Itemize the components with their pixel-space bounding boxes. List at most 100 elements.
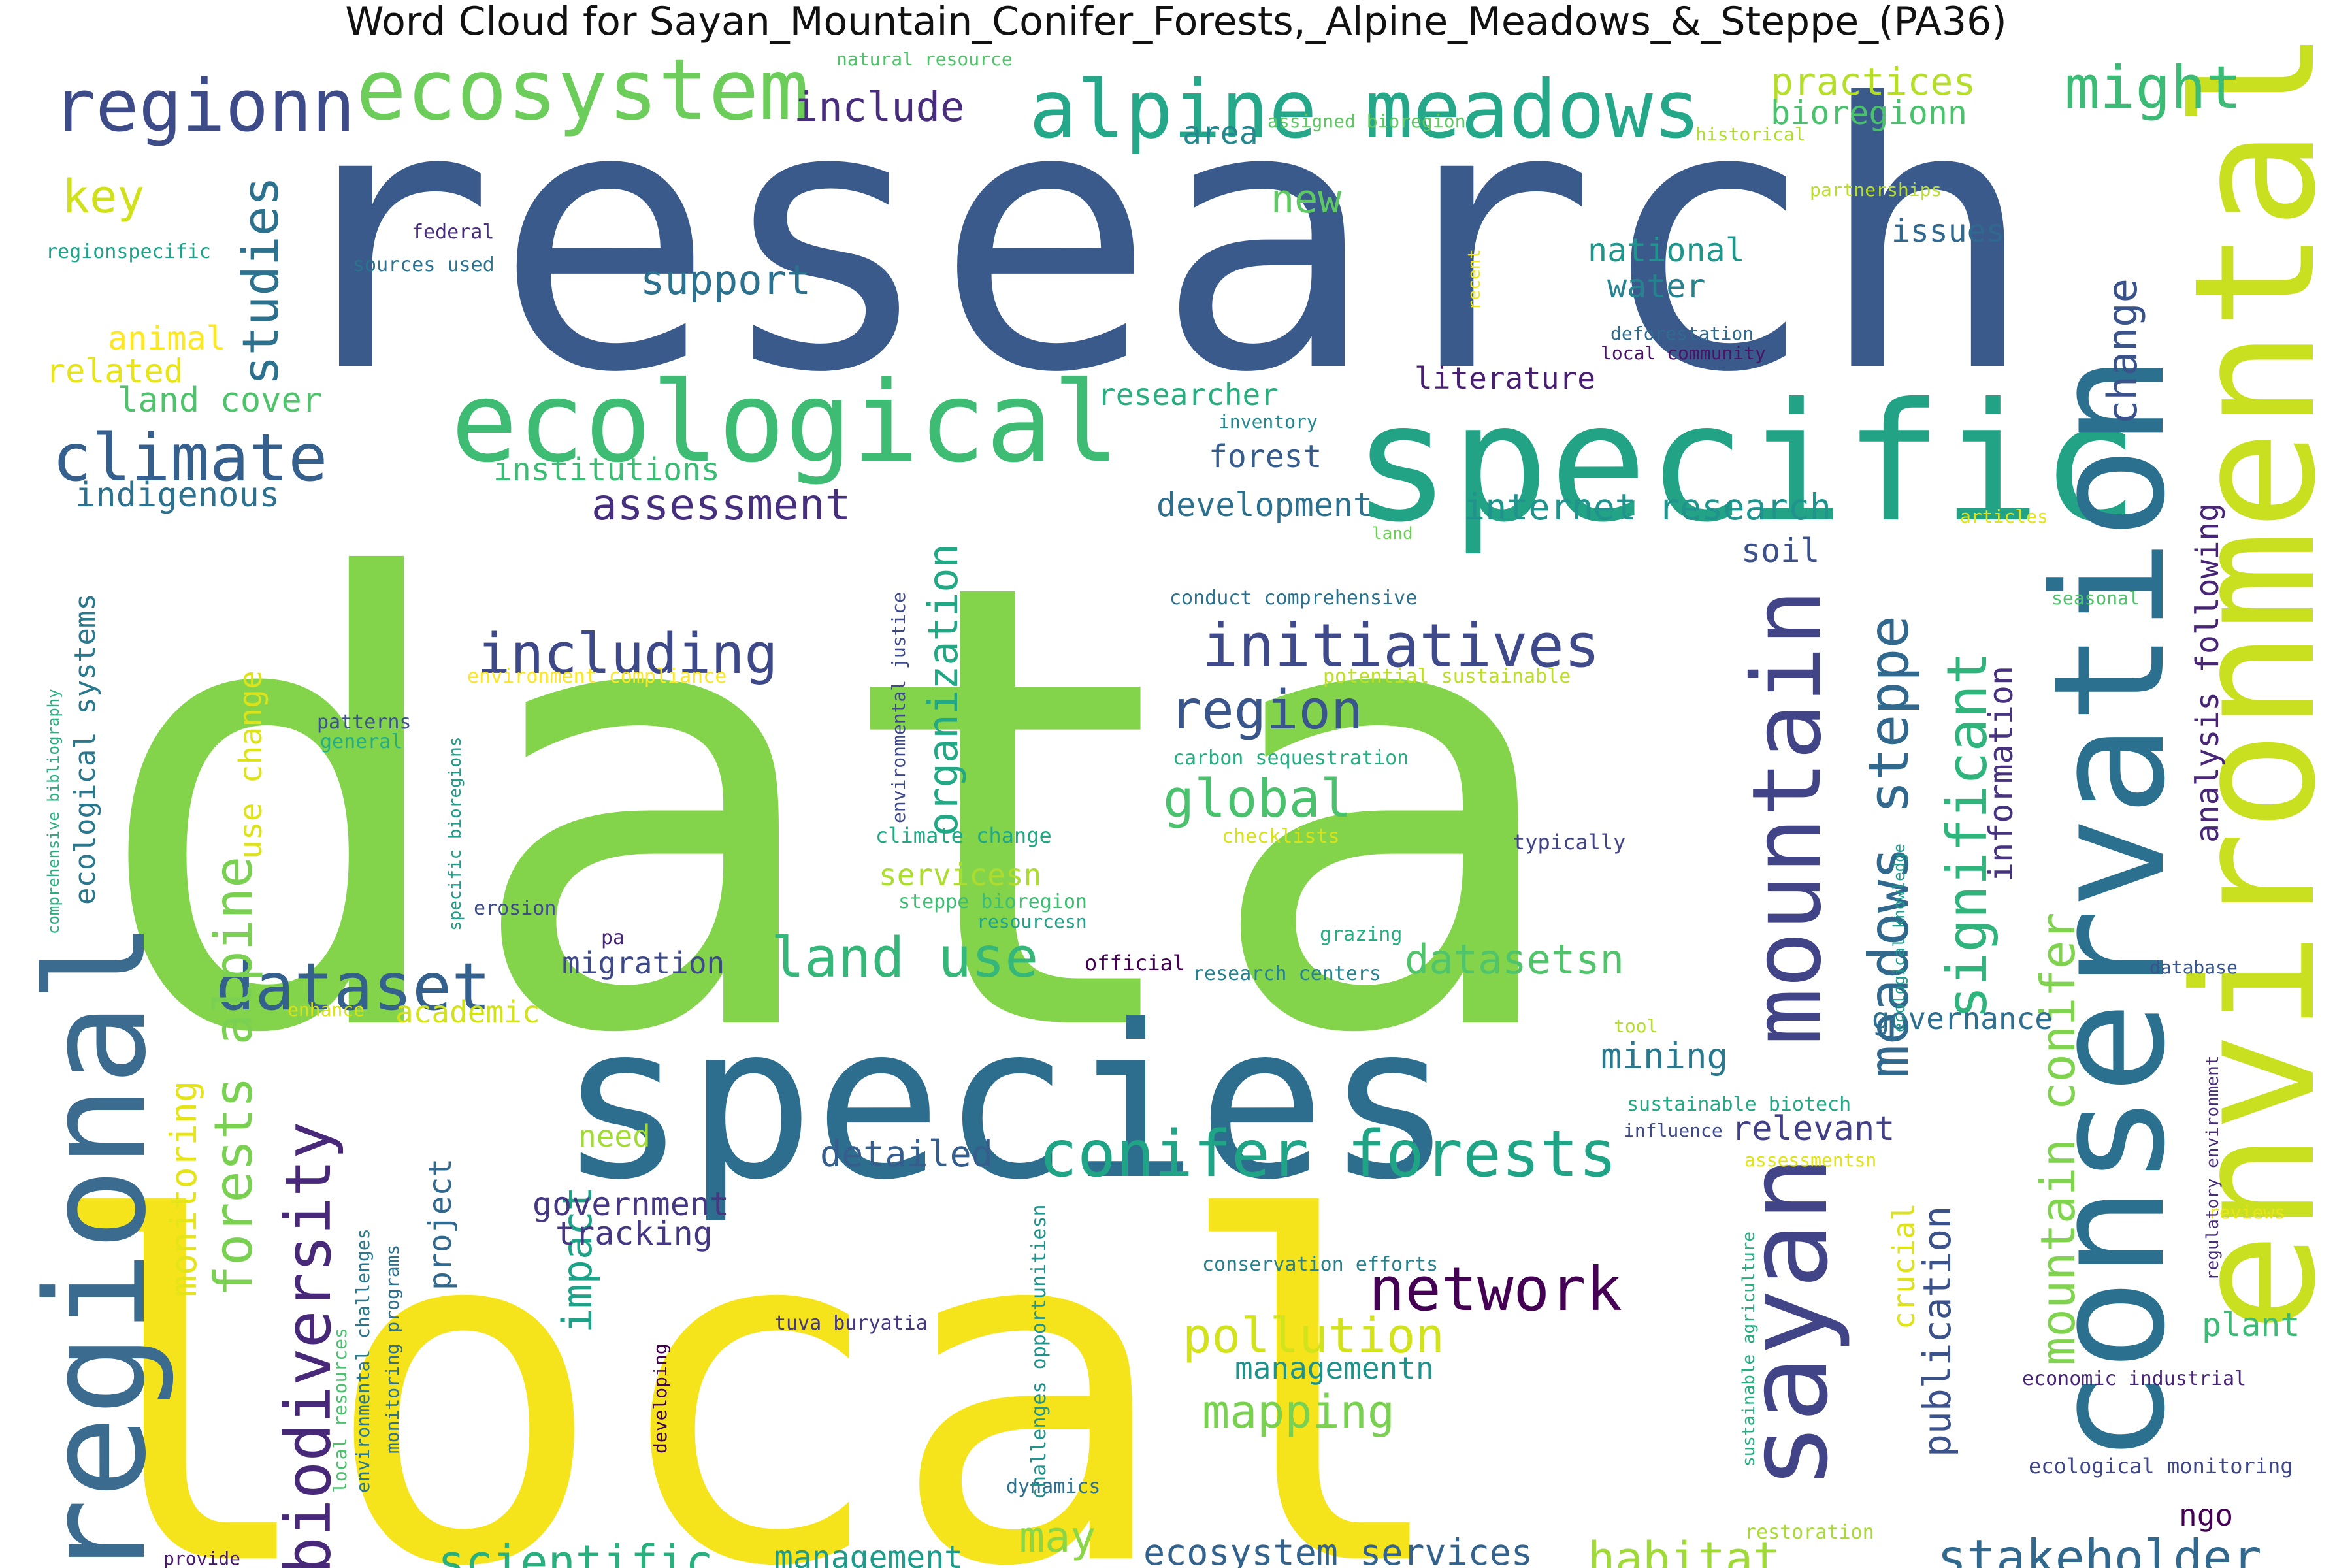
word-relevant: relevant [1731, 1109, 1895, 1149]
word-meadows-steppe: meadows steppe [1857, 615, 1921, 1078]
word-data: data [91, 452, 1571, 1168]
word-erosion: erosion [474, 897, 556, 920]
word-assessmentsn: assessmentsn [1744, 1149, 1876, 1171]
word-including: including [477, 622, 778, 687]
word-environmental-justice: environmental justice [888, 592, 909, 823]
word-steppe-bioregion: steppe bioregion [898, 890, 1087, 913]
word-significant: significant [1935, 651, 2000, 1019]
word-developing: developing [649, 1343, 671, 1454]
word-crucial: crucial [1886, 1203, 1921, 1330]
word-sayan: sayan [1723, 1155, 1853, 1490]
word-water: water [1607, 267, 1706, 305]
word-regulatory-environment: regulatory environment [2203, 1056, 2223, 1281]
word-datasetsn: datasetsn [1405, 936, 1624, 983]
word-studies: studies [231, 176, 289, 385]
word-local: local [39, 1122, 1455, 1568]
word-local-community: local community [1601, 342, 1766, 364]
word-impact: impact [553, 1186, 601, 1333]
word-patterns: patterns [317, 711, 412, 734]
word-mountain-conifer: mountain conifer [2031, 912, 2085, 1365]
word-ecological: ecological [451, 358, 1120, 487]
word-natural-resource: natural resource [836, 48, 1013, 70]
word-environment-compliance: environment compliance [467, 665, 727, 688]
word-detailed: detailed [820, 1133, 993, 1175]
word-habitat: habitat [1588, 1532, 1780, 1568]
word-global: global [1163, 768, 1352, 829]
word-may: may [1019, 1513, 1096, 1562]
word-project: project [422, 1158, 459, 1290]
word-climate: climate [52, 419, 327, 496]
word-provide: provide [163, 1548, 240, 1568]
word-general: general [320, 730, 402, 753]
word-initiatives: initiatives [1202, 611, 1600, 681]
word-research-centers: research centers [1192, 962, 1381, 985]
word-stakeholder: stakeholder [1937, 1529, 2262, 1568]
word-typically: typically [1512, 830, 1625, 855]
word-land-use: land use [771, 926, 1038, 990]
word-comprehensive-bibliography: comprehensive bibliography [44, 689, 63, 934]
word-new: new [1271, 176, 1342, 222]
word-literature: literature [1414, 361, 1595, 396]
word-specific-bioregions: specific bioregions [446, 737, 465, 931]
word-federal: federal [412, 221, 494, 244]
word-environmental: environmental [2159, 29, 2352, 1333]
word-bioregionn: bioregionn [1771, 94, 1967, 132]
word-mapping: mapping [1202, 1385, 1395, 1439]
word-sustainable-biotech: sustainable biotech [1627, 1093, 1851, 1116]
word-monitoring-programs: monitoring programs [382, 1245, 403, 1454]
word-related: related [46, 352, 184, 390]
chart-title: Word Cloud for Sayan_Mountain_Conifer_Fo… [345, 0, 2007, 44]
word-specific: specific [1352, 368, 2139, 558]
word-forests-alpine: forests alpine [203, 857, 264, 1297]
word-regionn: regionn [52, 64, 355, 148]
word-conservation-efforts: conservation efforts [1202, 1253, 1438, 1276]
word-ecological-knowledge: ecological knowledge [1890, 843, 1908, 1032]
word-academic: academic [395, 994, 540, 1030]
word-practices: practices [1771, 59, 1976, 104]
word-species: species [559, 979, 1454, 1226]
word-issues: issues [1891, 213, 2004, 250]
word-tracking: tracking [555, 1215, 713, 1252]
word-regional: regional [16, 921, 176, 1568]
word-regionspecific: regionspecific [46, 240, 211, 263]
word-influence: influence [1624, 1120, 1723, 1141]
word-pa: pa [601, 926, 625, 949]
word-forest: forest [1209, 438, 1322, 475]
word-scientific: scientific [438, 1535, 713, 1568]
word-ecosystem-services: ecosystem services [1143, 1531, 1533, 1568]
word-enhance: enhance [287, 999, 365, 1021]
word-use-change: use change [233, 670, 269, 859]
word-management: management [774, 1539, 963, 1568]
word-resourcesn: resourcesn [977, 911, 1087, 932]
word-tool: tool [1614, 1015, 1658, 1037]
word-soil: soil [1741, 532, 1820, 570]
word-migration: migration [562, 945, 725, 981]
word-land-cover: land cover [118, 381, 322, 420]
word-carbon-sequestration: carbon sequestration [1173, 747, 1409, 770]
word-climate-change: climate change [875, 823, 1052, 848]
word-articles: articles [1960, 506, 2048, 527]
word-land: land [1372, 524, 1413, 544]
word-publication: publication [1915, 1206, 1959, 1457]
word-deforestation: deforestation [1610, 323, 1754, 344]
word-development: development [1156, 486, 1373, 524]
word-animal: animal [108, 319, 226, 357]
word-inventory: inventory [1218, 411, 1318, 433]
word-historical: historical [1695, 123, 1806, 145]
word-local-resources: local resources [329, 1328, 351, 1493]
word-economic-industrial: economic industrial [2022, 1367, 2246, 1390]
word-ecological-systems: ecological systems [69, 593, 102, 905]
word-conduct-comprehensive: conduct comprehensive [1169, 587, 1417, 610]
word-mining: mining [1601, 1036, 1728, 1077]
word-challenges-opportunitiesn: challenges opportunitiesn [1028, 1204, 1051, 1499]
word-conifer-forests: conifer forests [1039, 1117, 1617, 1192]
word-alpine-meadows: alpine meadows [1029, 63, 1701, 156]
word-official: official [1085, 951, 1185, 975]
word-assessment: assessment [591, 480, 851, 530]
word-mountain: mountain [1732, 589, 1842, 1045]
word-potential-sustainable: potential sustainable [1323, 665, 1571, 688]
word-sustainable-agriculture: sustainable agriculture [1739, 1232, 1759, 1467]
word-government: government [532, 1185, 729, 1223]
